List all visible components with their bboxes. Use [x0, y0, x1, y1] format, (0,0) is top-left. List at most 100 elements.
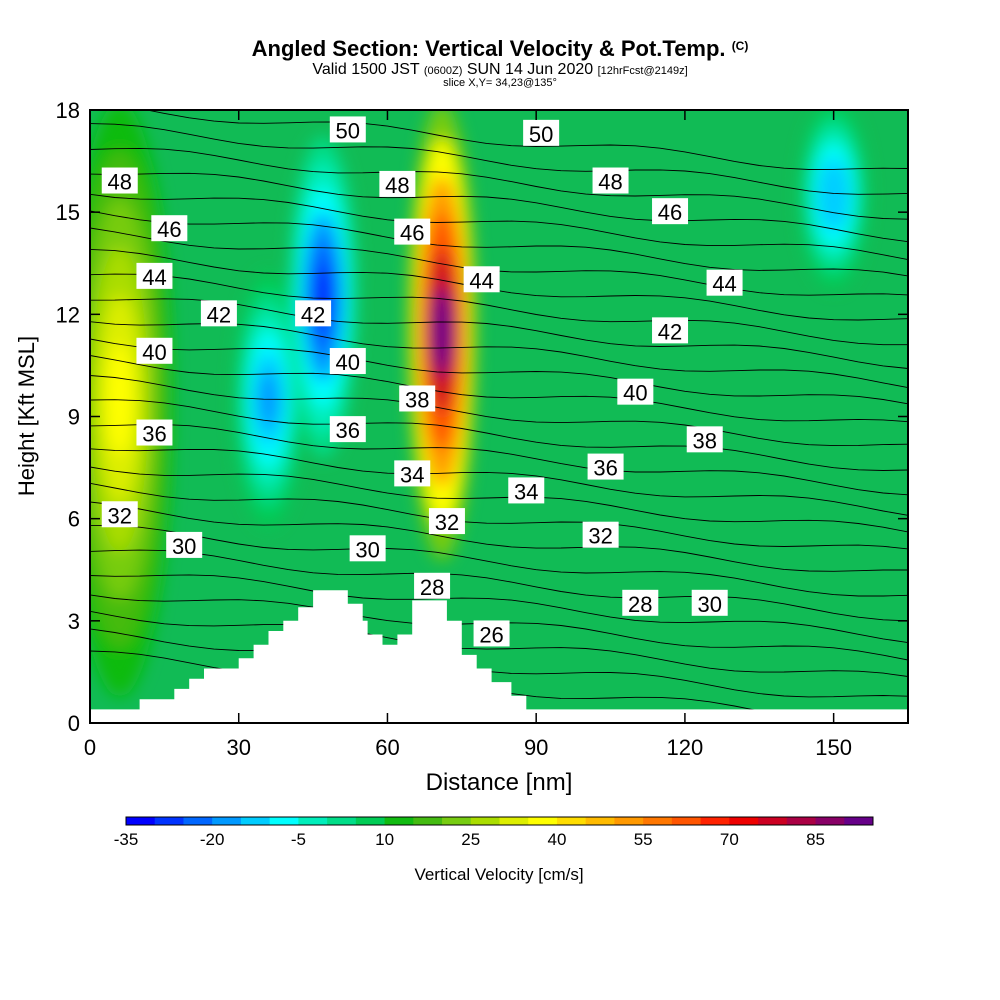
theta-contour: [90, 549, 908, 622]
theta-contour: [90, 273, 908, 346]
contour-label: 36: [587, 453, 624, 481]
colorbar-tick-label: 70: [720, 830, 739, 849]
x-tick-label: 60: [375, 735, 399, 760]
y-tick-label: 6: [68, 507, 80, 532]
x-axis-label: Distance [nm]: [426, 769, 573, 796]
velocity-feature: [431, 286, 453, 377]
velocity-feature: [822, 172, 845, 218]
contour-label: 44: [463, 266, 500, 293]
contour-label-text: 42: [301, 302, 325, 327]
colorbar-tick-label: 10: [375, 830, 394, 849]
colorbar-swatch: [327, 817, 357, 825]
colorbar-swatch: [786, 817, 817, 825]
contour-label: 44: [136, 262, 173, 290]
x-tick-label: 120: [667, 735, 704, 760]
theta-contour: [90, 424, 908, 496]
theta-contour: [90, 574, 908, 644]
colorbar-tick-label: 85: [806, 830, 825, 849]
contour-label: 40: [617, 378, 654, 406]
theta-contour: [90, 466, 908, 533]
contour-label-text: 48: [108, 170, 132, 195]
contour-label-text: 44: [469, 268, 493, 293]
theta-contour: [90, 375, 908, 447]
theta-contour: [144, 110, 908, 170]
theta-contour: [90, 399, 908, 471]
contour-label-text: 50: [336, 118, 360, 143]
colorbar-tick-label: 25: [461, 830, 480, 849]
colorbar-tick-label: 55: [634, 830, 653, 849]
contour-label-text: 46: [157, 217, 181, 242]
contour-label-text: 32: [108, 503, 132, 528]
contour-label: 32: [582, 521, 619, 549]
contour-label-text: 30: [697, 592, 721, 617]
theta-contour: [90, 448, 908, 516]
colorbar-tick-label: -5: [291, 830, 306, 849]
contour-label-text: 42: [658, 319, 682, 344]
contour-label-text: 26: [479, 622, 503, 647]
contour-label-text: 40: [336, 350, 360, 375]
colorbar-swatch: [470, 817, 500, 825]
colorbar-swatch: [355, 817, 386, 825]
colorbar-tick-label: -35: [114, 830, 139, 849]
y-tick-label: 15: [56, 200, 80, 225]
colorbar-swatch: [844, 817, 874, 825]
contour-label: 32: [428, 508, 465, 535]
contour-label-text: 44: [142, 265, 166, 290]
theta-contour: [90, 610, 908, 677]
colorbar-swatch: [413, 817, 443, 825]
contour-label: 26: [473, 620, 510, 647]
theta-contour: [90, 193, 908, 261]
contour-label-text: 32: [588, 524, 612, 549]
colorbar: -35 -20 -5 10 25 40 55 70 85: [114, 816, 874, 849]
contour-label: 46: [652, 198, 689, 225]
contour-label: 38: [399, 385, 436, 412]
colorbar-swatch: [528, 817, 558, 825]
contour-label-text: 48: [385, 173, 409, 198]
contour-label-text: 46: [658, 200, 682, 225]
theta-contour: [90, 123, 908, 195]
contour-label: 28: [622, 589, 659, 617]
theta-contour: [90, 210, 908, 277]
plot-area: 48 46 44 42 40 36 32 30 50 48 46 42 40 36 38 34 32 30 28 26…: [90, 110, 908, 723]
colorbar-swatch: [212, 817, 242, 825]
contour-label-text: 32: [435, 510, 459, 535]
contour-label: 46: [394, 218, 431, 246]
contour-label-text: 36: [142, 422, 166, 447]
contour-label-text: 30: [355, 537, 379, 562]
colorbar-frame: [125, 816, 874, 826]
x-tick-label: 90: [524, 735, 548, 760]
contour-label: 46: [151, 215, 188, 242]
theta-contour: [90, 501, 908, 572]
contour-label: 36: [329, 416, 366, 443]
y-tick-label: 0: [68, 711, 80, 736]
contour-label: 38: [686, 426, 723, 453]
colorbar-swatch: [183, 817, 213, 825]
contour-label: 34: [508, 477, 545, 504]
y-tick-label: 9: [68, 405, 80, 430]
contour-label: 30: [349, 535, 386, 562]
contour-label-text: 48: [598, 170, 622, 195]
colorbar-label: Vertical Velocity [cm/s]: [414, 865, 583, 884]
colorbar-swatch: [729, 817, 759, 825]
contour-label-text: 46: [400, 221, 424, 246]
contour-label: 48: [592, 167, 629, 195]
y-tick-label: 12: [56, 302, 80, 327]
contour-label-text: 34: [400, 462, 424, 487]
contour-label-text: 42: [207, 302, 231, 327]
contour-label: 42: [652, 317, 689, 344]
colorbar-swatch: [154, 817, 184, 825]
contour-label: 28: [414, 572, 451, 600]
contour-label-text: 28: [420, 575, 444, 600]
contour-label-text: 40: [623, 381, 647, 406]
x-tick-label: 0: [84, 735, 96, 760]
colorbar-swatch: [298, 817, 328, 825]
contour-label: 40: [329, 348, 366, 375]
theta-contour: [90, 147, 908, 220]
contour-label: 50: [329, 116, 366, 143]
contour-label: 34: [394, 460, 431, 487]
y-tick-label: 3: [68, 609, 80, 634]
contour-label: 40: [136, 337, 173, 365]
contour-label: 42: [200, 300, 237, 327]
contour-label-text: 36: [593, 456, 617, 481]
